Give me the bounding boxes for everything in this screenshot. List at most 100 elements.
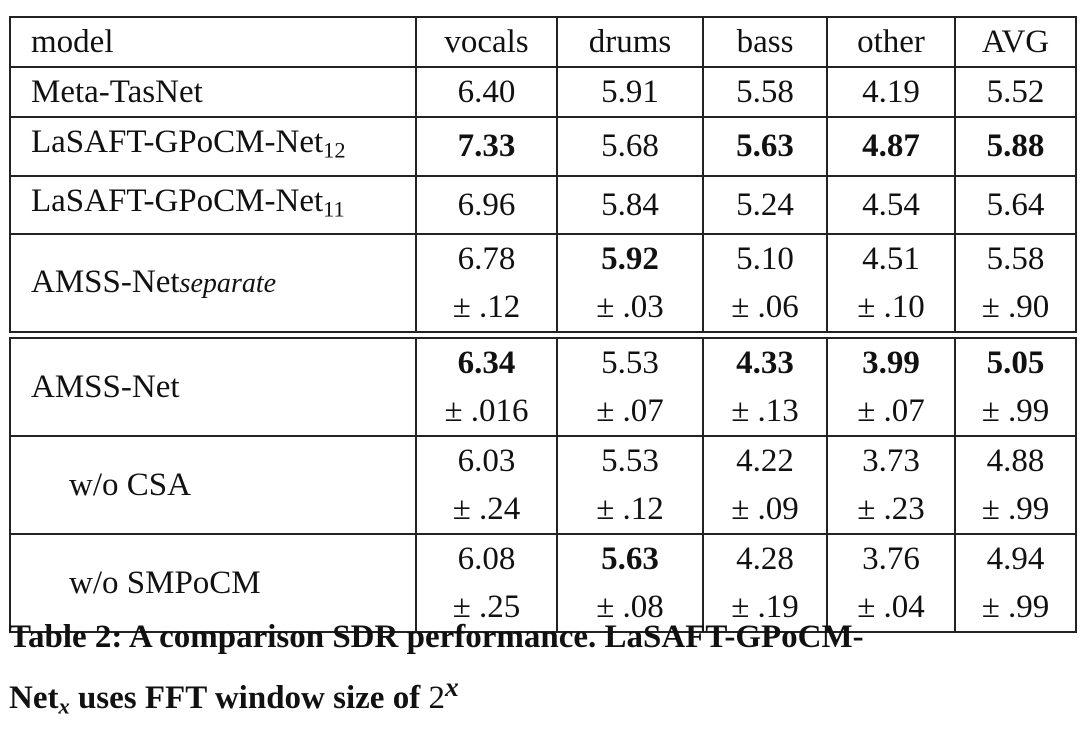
value-cell-avg: 5.05 ± .99 xyxy=(954,337,1077,438)
std-dev: ± .24 xyxy=(452,491,521,528)
value-cell-vocals: 6.08 ± .25 xyxy=(415,533,558,634)
value: 5.58 xyxy=(986,241,1045,278)
value-cell-avg: 5.52 xyxy=(954,66,1077,118)
value: 3.73 xyxy=(862,443,920,480)
value: 6.78 xyxy=(457,241,516,278)
value-cell-avg: 4.88 ± .99 xyxy=(954,435,1077,536)
value: 5.64 xyxy=(986,186,1045,223)
model-name-cell: Meta-TasNet xyxy=(9,66,417,118)
value: 3.99 xyxy=(862,345,920,382)
value-cell-other: 4.51 ± .10 xyxy=(826,233,956,334)
table-row: LaSAFT-GPoCM-Net12 7.33 5.68 5.63 4.87 5.88 xyxy=(9,116,1077,177)
results-table: model vocals drums bass other AVG Meta-T… xyxy=(9,16,1077,634)
value: 4.28 xyxy=(736,541,794,578)
std-dev: ± .09 xyxy=(731,491,799,528)
value: 3.76 xyxy=(862,541,920,578)
value-cell-vocals: 6.78 ± .12 xyxy=(415,233,558,334)
value-cell-bass: 5.24 xyxy=(702,174,828,236)
value-cell-avg: 5.58 ± .90 xyxy=(954,233,1077,334)
model-name-cell: AMSS-Netseparate xyxy=(9,233,417,334)
value-cell-drums: 5.92 ± .03 xyxy=(556,233,704,334)
model-name-cell: AMSS-Net xyxy=(9,337,417,438)
value: 5.10 xyxy=(736,241,794,278)
value-cell-avg: 4.94 ± .99 xyxy=(954,533,1077,634)
value: 4.54 xyxy=(862,186,920,223)
model-name-cell: LaSAFT-GPoCM-Net12 xyxy=(9,116,417,177)
model-name-cell: LaSAFT-GPoCM-Net11 xyxy=(9,174,417,236)
model-name: AMSS-Net xyxy=(31,369,180,406)
model-name: w/o CSA xyxy=(69,467,191,504)
table-row: AMSS-Netseparate 6.78 ± .12 5.92 ± .03 5.10 ± … xyxy=(9,233,1077,334)
value: 5.88 xyxy=(986,128,1045,165)
value: 6.34 xyxy=(457,345,516,382)
caption-line-2: Netx uses FFT window size of 2x xyxy=(9,662,1075,732)
model-name-cell: w/o CSA xyxy=(9,435,417,536)
value-cell-drums: 5.53 ± .12 xyxy=(556,435,704,536)
value: 4.51 xyxy=(862,241,920,278)
std-dev: ± .07 xyxy=(596,393,664,430)
value-cell-drums: 5.53 ± .07 xyxy=(556,337,704,438)
std-dev: ± .06 xyxy=(731,289,799,326)
table-caption: Table 2: A comparison SDR performance. L… xyxy=(9,612,1075,732)
model-name: w/o SMPoCM xyxy=(69,565,261,602)
std-dev: ± .99 xyxy=(981,491,1050,528)
model-name: LaSAFT-GPoCM-Net xyxy=(31,182,324,219)
value: 4.88 xyxy=(986,443,1045,480)
model-name: Meta-TasNet xyxy=(31,74,203,110)
model-name: AMSS-Net xyxy=(31,264,180,301)
header-model: model xyxy=(9,16,417,68)
std-dev: ± .99 xyxy=(981,589,1050,626)
header-drums: drums xyxy=(556,16,704,68)
model-name-subscript: separate xyxy=(179,268,277,300)
table-row: w/o SMPoCM 6.08 ± .25 5.63 ± .08 4.28 ± .19 3.7… xyxy=(9,533,1077,634)
table-row: w/o CSA 6.03 ± .24 5.53 ± .12 4.22 ± .09 3.73 ± … xyxy=(9,435,1077,536)
value-cell-drums: 5.68 xyxy=(556,116,704,177)
value: 7.33 xyxy=(457,128,516,165)
caption-line-1: Table 2: A comparison SDR performance. L… xyxy=(9,619,864,655)
model-name-subscript: 12 xyxy=(323,137,346,163)
value: 5.84 xyxy=(601,186,659,223)
results-table-body: model vocals drums bass other AVG Meta-T… xyxy=(9,16,1077,634)
value: 5.53 xyxy=(601,443,659,480)
value: 5.58 xyxy=(736,74,794,110)
value-cell-bass: 5.63 xyxy=(702,116,828,177)
value-cell-other: 4.19 xyxy=(826,66,956,118)
value: 5.52 xyxy=(986,74,1045,110)
header-bass: bass xyxy=(702,16,828,68)
value-cell-vocals: 6.03 ± .24 xyxy=(415,435,558,536)
value: 5.53 xyxy=(601,345,659,382)
caption-net-sub: x xyxy=(58,693,70,719)
std-dev: ± .016 xyxy=(444,393,529,430)
value: 6.03 xyxy=(457,443,516,480)
caption-base: 2 xyxy=(428,680,445,716)
value-cell-drums: 5.91 xyxy=(556,66,704,118)
value-cell-other: 3.76 ± .04 xyxy=(826,533,956,634)
value: 6.08 xyxy=(457,541,516,578)
value: 5.91 xyxy=(601,74,659,110)
model-name-subscript: 11 xyxy=(323,196,345,222)
value-cell-bass: 4.33 ± .13 xyxy=(702,337,828,438)
value: 5.05 xyxy=(986,345,1045,382)
value: 4.19 xyxy=(862,74,920,110)
caption-mid: uses FFT window size of xyxy=(69,680,429,716)
value-cell-drums: 5.63 ± .08 xyxy=(556,533,704,634)
std-dev: ± .90 xyxy=(981,289,1050,326)
value-cell-bass: 5.58 xyxy=(702,66,828,118)
value-cell-bass: 5.10 ± .06 xyxy=(702,233,828,334)
table-row: Meta-TasNet 6.40 5.91 5.58 4.19 5.52 xyxy=(9,66,1077,118)
value-cell-vocals: 6.40 xyxy=(415,66,558,118)
value-cell-avg: 5.64 xyxy=(954,174,1077,236)
value-cell-vocals: 6.34 ± .016 xyxy=(415,337,558,438)
caption-exp: x xyxy=(444,671,459,702)
value: 6.40 xyxy=(457,74,516,110)
model-name-cell: w/o SMPoCM xyxy=(9,533,417,634)
value-cell-other: 3.99 ± .07 xyxy=(826,337,956,438)
std-dev: ± .08 xyxy=(596,589,664,626)
value-cell-other: 4.87 xyxy=(826,116,956,177)
std-dev: ± .19 xyxy=(731,589,799,626)
std-dev: ± .07 xyxy=(857,393,925,430)
value: 4.22 xyxy=(736,443,794,480)
value: 4.87 xyxy=(862,128,920,165)
std-dev: ± .10 xyxy=(857,289,925,326)
value: 5.68 xyxy=(601,128,659,165)
